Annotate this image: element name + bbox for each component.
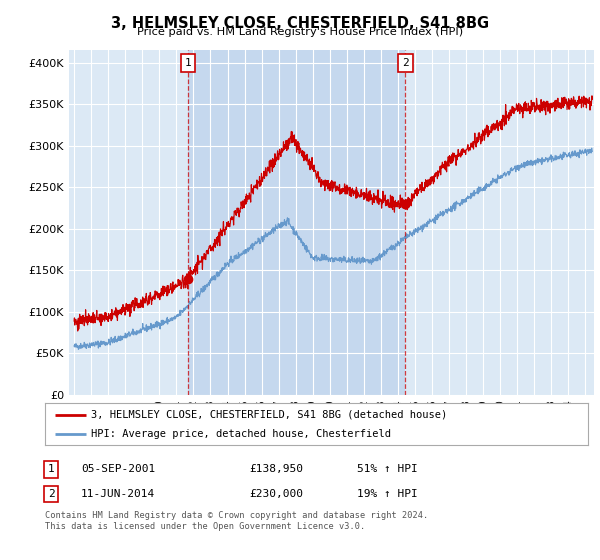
- Text: 3, HELMSLEY CLOSE, CHESTERFIELD, S41 8BG: 3, HELMSLEY CLOSE, CHESTERFIELD, S41 8BG: [111, 16, 489, 31]
- Text: 05-SEP-2001: 05-SEP-2001: [81, 464, 155, 474]
- Text: Contains HM Land Registry data © Crown copyright and database right 2024.: Contains HM Land Registry data © Crown c…: [45, 511, 428, 520]
- Text: This data is licensed under the Open Government Licence v3.0.: This data is licensed under the Open Gov…: [45, 522, 365, 531]
- Text: £138,950: £138,950: [249, 464, 303, 474]
- Text: 1: 1: [47, 464, 55, 474]
- Text: 2: 2: [402, 58, 409, 68]
- Text: 2: 2: [47, 489, 55, 499]
- Text: 11-JUN-2014: 11-JUN-2014: [81, 489, 155, 499]
- Text: 3, HELMSLEY CLOSE, CHESTERFIELD, S41 8BG (detached house): 3, HELMSLEY CLOSE, CHESTERFIELD, S41 8BG…: [91, 409, 448, 419]
- Text: 19% ↑ HPI: 19% ↑ HPI: [357, 489, 418, 499]
- Text: Price paid vs. HM Land Registry's House Price Index (HPI): Price paid vs. HM Land Registry's House …: [137, 27, 463, 38]
- Bar: [188, 50, 406, 395]
- Text: HPI: Average price, detached house, Chesterfield: HPI: Average price, detached house, Ches…: [91, 429, 391, 439]
- Text: 51% ↑ HPI: 51% ↑ HPI: [357, 464, 418, 474]
- Text: £230,000: £230,000: [249, 489, 303, 499]
- Text: 1: 1: [184, 58, 191, 68]
